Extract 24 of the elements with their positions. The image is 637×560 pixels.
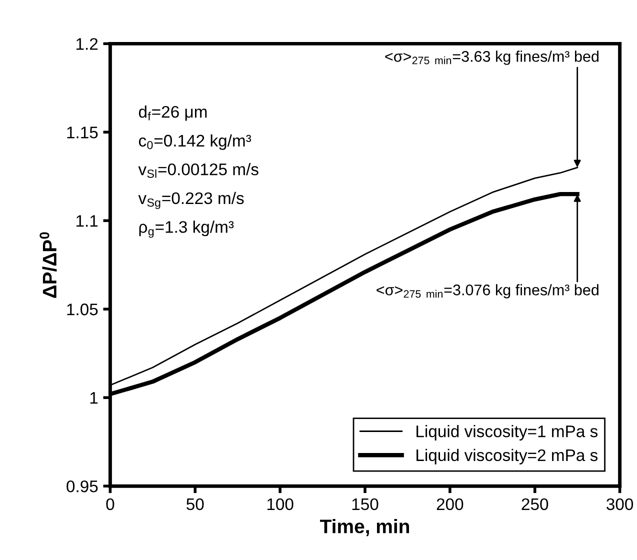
y-tick-label: 1.1 — [76, 215, 98, 227]
x-tick-label: 150 — [352, 498, 378, 510]
annotation: v$_{Sg}$=0.223 m/s — [138, 192, 244, 210]
x-axis-title: Time, min — [320, 518, 410, 536]
x-tick-label: 0 — [106, 498, 114, 510]
x-tick-label: 100 — [267, 498, 294, 510]
y-tick-label: 1.15 — [67, 126, 98, 138]
annotation: <σ>$_{275 min}$=3.076 kg fines/m³ bed — [376, 284, 598, 298]
annotation: c$_{0}$=0.142 kg/m³ — [138, 134, 252, 150]
y-tick-label: 1.2 — [76, 38, 98, 50]
legend-label: Liquid viscosity=2 mPa s — [416, 448, 598, 464]
y-axis-title: ΔP/ΔP$^{0}$ — [40, 232, 57, 298]
annotation: v$_{Sl}$=0.00125 m/s — [138, 163, 258, 178]
annotation: <σ>$_{275 min}$=3.63 kg fines/m³ bed — [385, 50, 598, 65]
y-tick-label: 1.05 — [67, 304, 98, 316]
x-tick-label: 50 — [186, 498, 204, 510]
y-tick-label: 0.95 — [66, 480, 98, 492]
annotation: d$_{f}$=26 μm — [138, 106, 207, 121]
x-tick-label: 200 — [436, 498, 464, 510]
y-tick-label: 1 — [90, 392, 98, 404]
x-tick-label: 250 — [522, 498, 548, 510]
legend-label: Liquid viscosity=1 mPa s — [416, 425, 598, 441]
annotation: ρ$_{g}$=1.3 kg/m³ — [139, 220, 234, 238]
x-tick-label: 300 — [606, 498, 634, 510]
